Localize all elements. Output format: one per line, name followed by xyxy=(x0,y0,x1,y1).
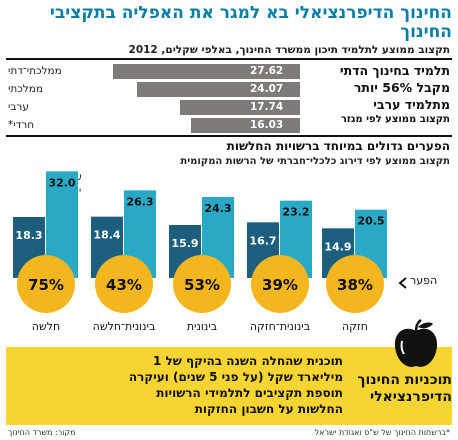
sector-value: 17.74 xyxy=(250,101,284,113)
region-value-label: 26.3 xyxy=(126,195,153,208)
source-note: מקור: משרד החינוך xyxy=(8,428,76,437)
sector-label: ממלכתי xyxy=(8,83,44,95)
chart-subtitle: תקצוב ממוצע לתלמיד תיכון ממשרד החינוך, ב… xyxy=(128,44,450,56)
section2-title: הפערים גדולים במיוחד ברשויות החלשות xyxy=(226,139,450,153)
sector-label: ממלכתי־דתי xyxy=(8,65,62,77)
region-category-label: בינונית־חזקה xyxy=(250,320,310,333)
region-bar-svg: 14.9 20.5 38% חזקה 16.7 23.2 39% בינונית־חזקה 15… xyxy=(13,171,387,333)
sector-value: 24.07 xyxy=(250,83,284,95)
program-heading: תוכניות החינוך הדיפרנציאלי xyxy=(357,372,452,405)
gap-value: 39% xyxy=(262,276,298,294)
section2-subtitle: תקצוב ממוצע לפי דירוג כלכלי־חברתי של הרש… xyxy=(180,156,450,167)
sector-bar xyxy=(112,64,300,79)
sector-bar xyxy=(136,82,300,97)
region-value-label: 32.0 xyxy=(48,176,75,189)
region-value-label: 18.4 xyxy=(93,229,120,242)
sector-label: ערבי xyxy=(8,101,29,113)
region-value-label: 20.5 xyxy=(357,215,384,228)
gap-value: 38% xyxy=(337,276,373,294)
gap-circle xyxy=(326,255,384,313)
gap-circle xyxy=(17,255,75,313)
region-value-label: 23.2 xyxy=(282,206,309,219)
region-category-label: בינונית־חלשה xyxy=(93,320,156,333)
gap-value: 75% xyxy=(28,276,64,294)
region-value-label: 15.9 xyxy=(171,237,198,250)
region-category-label: בינונית xyxy=(187,320,217,333)
program-box xyxy=(6,347,452,425)
region-value-label: 16.7 xyxy=(249,234,276,247)
apple-icon xyxy=(394,319,438,367)
region-category-label: חזקה xyxy=(342,320,368,333)
region-category-label: חלשה xyxy=(32,320,60,333)
sector-bar xyxy=(179,100,300,115)
sector-label: חרדי* xyxy=(8,119,35,131)
gap-value: 43% xyxy=(106,276,142,294)
side-note-line4: תקצוב ממוצע לפי מגזר xyxy=(340,114,450,125)
side-note-line1: תלמיד בחינוך הדתי xyxy=(339,63,450,78)
footnote: *ברשתות החינוך של ש"ס ואגודת ישראל xyxy=(314,428,450,437)
chart-title: החינוך הדיפרנציאלי בא למגר את האפליה בתק… xyxy=(49,3,452,42)
sector-bar xyxy=(191,118,300,133)
gap-circle xyxy=(251,255,309,313)
side-note-line2: מקבל 56% יותר xyxy=(353,80,450,95)
program-description: תוכנית שהחלה השנה בהיקף של 1 מיליארד שקל… xyxy=(128,354,343,416)
region-bar-chart: 14.9 20.5 38% חזקה 16.7 23.2 39% בינונית־חזקה 15… xyxy=(0,168,458,344)
sector-value: 16.03 xyxy=(250,119,284,131)
sector-value: 27.62 xyxy=(250,65,284,77)
region-value-label: 18.3 xyxy=(15,229,42,242)
gap-arrow-icon xyxy=(398,277,407,289)
divider-top xyxy=(6,58,452,60)
divider-mid xyxy=(6,135,452,137)
region-value-label: 14.9 xyxy=(324,240,351,253)
region-value-label: 24.3 xyxy=(204,202,231,215)
gap-circle xyxy=(173,255,231,313)
sector-bar-chart: ממלכתי־דתי 27.62 ממלכתי 24.07 ערבי 17.74 חרדי*… xyxy=(0,60,458,135)
gap-value: 53% xyxy=(184,276,220,294)
side-note-line3: מתלמיד ערבי xyxy=(373,97,450,112)
gap-circle xyxy=(95,255,153,313)
gap-label: הפער xyxy=(410,274,438,287)
